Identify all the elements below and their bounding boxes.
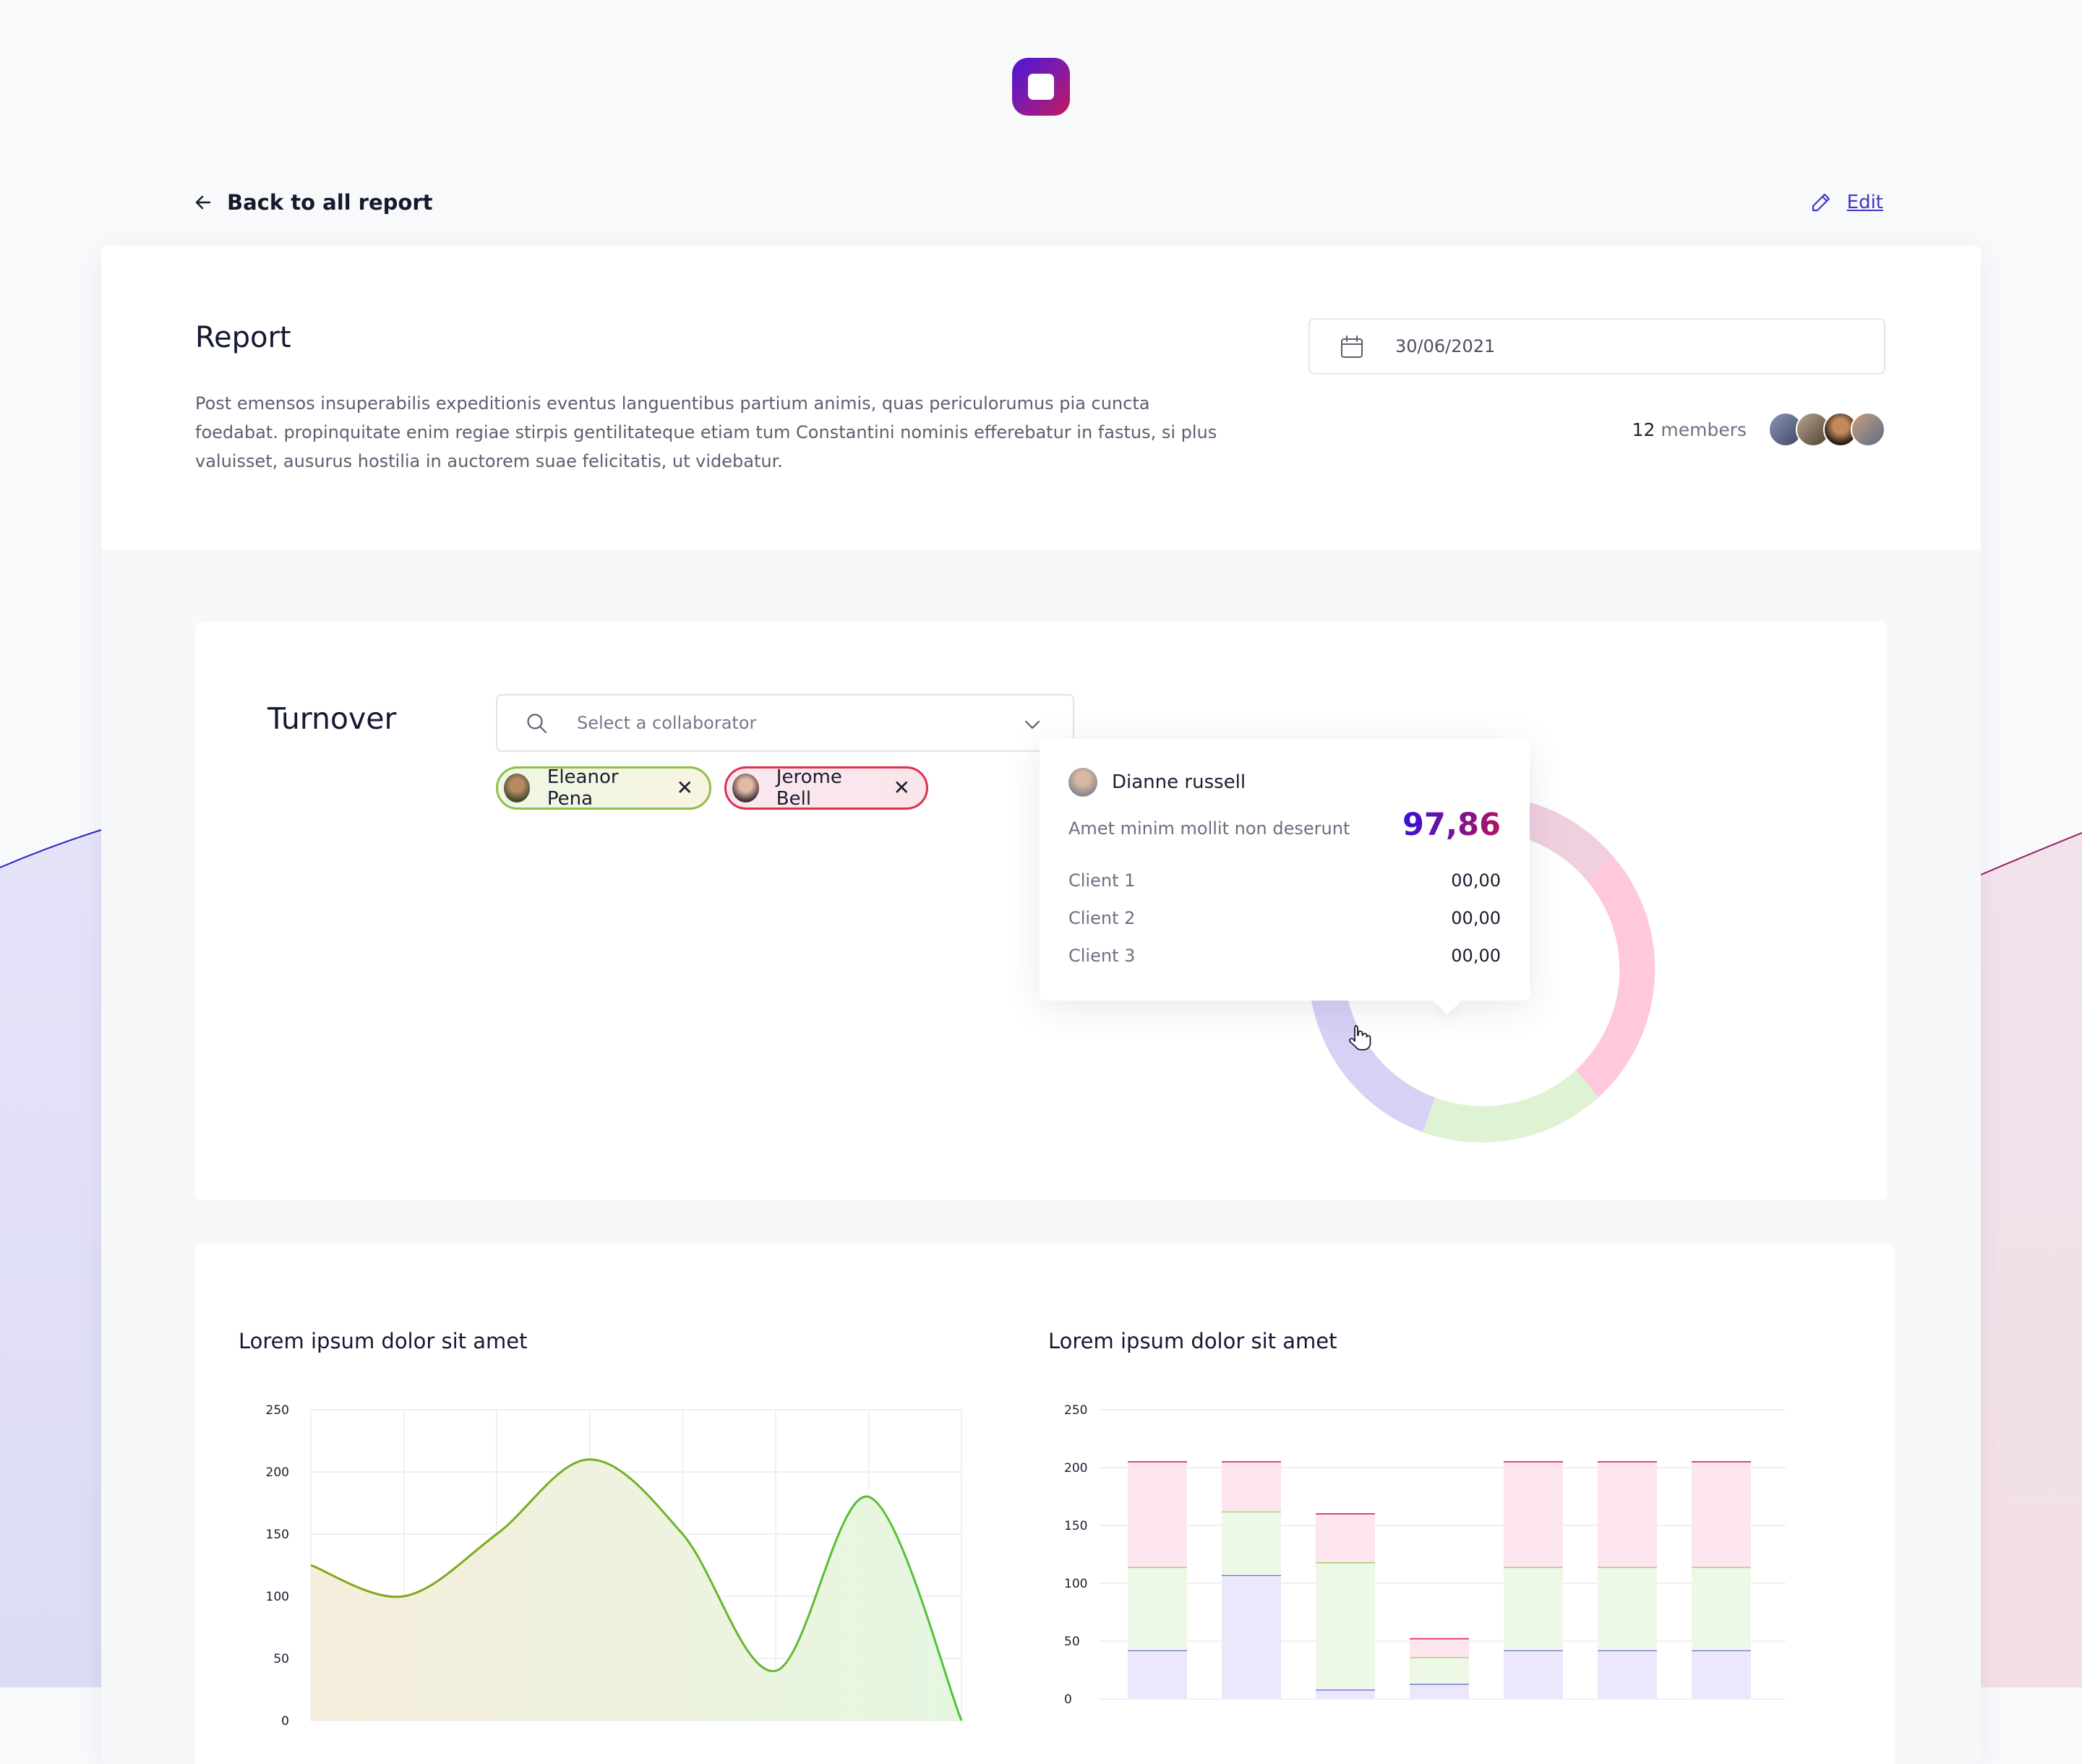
tooltip-value: 97,86 bbox=[1402, 807, 1501, 843]
report-description: Post emensos insuperabilis expeditionis … bbox=[195, 389, 1222, 476]
member-avatars[interactable] bbox=[1768, 412, 1885, 447]
donut-slice[interactable] bbox=[1576, 857, 1655, 1097]
tooltip-user: Dianne russell bbox=[1068, 768, 1246, 797]
bar-segment[interactable] bbox=[1598, 1462, 1657, 1567]
close-icon[interactable]: ✕ bbox=[894, 778, 910, 798]
bar-segment[interactable] bbox=[1410, 1639, 1469, 1658]
bar-segment[interactable] bbox=[1598, 1650, 1657, 1699]
arrow-left-icon bbox=[195, 194, 211, 210]
stacked-bar-chart[interactable]: 0 50 100 150 200 250 bbox=[1041, 1388, 1836, 1764]
bar-segment[interactable] bbox=[1504, 1567, 1563, 1650]
tooltip-row-label: Client 3 bbox=[1068, 946, 1135, 975]
calendar-icon bbox=[1339, 334, 1365, 360]
bar-segment[interactable] bbox=[1222, 1512, 1281, 1575]
chevron-down-icon bbox=[1022, 714, 1042, 735]
y-tick-label: 0 bbox=[1064, 1692, 1072, 1707]
bar-segment[interactable] bbox=[1504, 1650, 1563, 1699]
y-tick-label: 100 bbox=[1064, 1577, 1087, 1591]
bar-segment[interactable] bbox=[1222, 1575, 1281, 1699]
select-placeholder: Select a collaborator bbox=[577, 713, 756, 733]
y-tick-label: 250 bbox=[266, 1403, 289, 1418]
y-tick-label: 250 bbox=[1064, 1403, 1087, 1418]
tooltip-row: Client 1 00,00 bbox=[1068, 870, 1501, 899]
chip-name: Eleanor Pena bbox=[547, 766, 658, 810]
close-icon[interactable]: ✕ bbox=[677, 778, 693, 798]
avatar bbox=[732, 774, 759, 802]
collaborator-chip[interactable]: Jerome Bell ✕ bbox=[724, 766, 928, 810]
tooltip-row-value: 00,00 bbox=[1451, 946, 1501, 975]
members-summary[interactable]: 12 members bbox=[1632, 409, 1885, 450]
date-field[interactable]: 30/06/2021 bbox=[1308, 318, 1885, 374]
report-header: Report Post emensos insuperabilis expedi… bbox=[101, 246, 1981, 549]
tooltip-row: Client 3 00,00 bbox=[1068, 946, 1501, 975]
avatar bbox=[1068, 768, 1097, 797]
bar-segment[interactable] bbox=[1410, 1684, 1469, 1699]
back-to-reports-link[interactable]: Back to all report bbox=[195, 187, 433, 218]
y-tick-label: 200 bbox=[266, 1465, 289, 1480]
bar-segment[interactable] bbox=[1692, 1567, 1751, 1650]
avatar bbox=[504, 774, 530, 802]
bar-segment[interactable] bbox=[1128, 1650, 1187, 1699]
members-count: 12 bbox=[1632, 419, 1655, 440]
avatar[interactable] bbox=[1851, 412, 1885, 447]
members-label: members bbox=[1661, 419, 1747, 440]
bar-segment[interactable] bbox=[1128, 1462, 1187, 1567]
bar-segment[interactable] bbox=[1316, 1690, 1375, 1699]
donut-tooltip: Dianne russell Amet minim mollit non des… bbox=[1040, 739, 1530, 1001]
bar-segment[interactable] bbox=[1692, 1650, 1751, 1699]
report-card: Report Post emensos insuperabilis expedi… bbox=[101, 246, 1981, 1764]
y-tick-label: 50 bbox=[1064, 1635, 1080, 1649]
y-tick-label: 100 bbox=[266, 1590, 289, 1604]
y-tick-label: 0 bbox=[281, 1714, 289, 1729]
area-chart[interactable]: 0 50 100 150 200 250 bbox=[231, 1388, 976, 1764]
edit-link[interactable]: Edit bbox=[1809, 187, 1883, 218]
collaborator-chip[interactable]: Eleanor Pena ✕ bbox=[496, 766, 711, 810]
tooltip-row-label: Client 2 bbox=[1068, 908, 1135, 937]
y-tick-label: 150 bbox=[266, 1528, 289, 1542]
turnover-title: Turnover bbox=[267, 701, 396, 736]
tooltip-row: Client 2 00,00 bbox=[1068, 908, 1501, 937]
area-fill bbox=[311, 1460, 961, 1721]
bar-segment[interactable] bbox=[1316, 1514, 1375, 1562]
members-count-text: 12 members bbox=[1632, 419, 1747, 440]
tooltip-row-value: 00,00 bbox=[1451, 870, 1501, 899]
edit-label: Edit bbox=[1847, 192, 1883, 213]
charts-panel: Lorem ipsum dolor sit amet Lorem ipsum d… bbox=[195, 1243, 1894, 1764]
bar-segment[interactable] bbox=[1504, 1462, 1563, 1567]
date-value: 30/06/2021 bbox=[1395, 336, 1495, 356]
bar-segment[interactable] bbox=[1692, 1462, 1751, 1567]
app-logo[interactable] bbox=[1012, 58, 1070, 116]
chip-name: Jerome Bell bbox=[776, 766, 875, 810]
y-tick-label: 50 bbox=[273, 1652, 289, 1666]
tooltip-user-name: Dianne russell bbox=[1112, 771, 1246, 793]
y-tick-label: 200 bbox=[1064, 1461, 1087, 1476]
report-title: Report bbox=[195, 321, 291, 354]
bar-segment[interactable] bbox=[1128, 1567, 1187, 1650]
turnover-panel: Turnover Select a collaborator Eleanor P… bbox=[195, 622, 1887, 1200]
bar-segment[interactable] bbox=[1410, 1657, 1469, 1684]
bar-chart-title: Lorem ipsum dolor sit amet bbox=[1048, 1329, 1337, 1353]
collaborator-select[interactable]: Select a collaborator bbox=[496, 694, 1074, 752]
bar-segment[interactable] bbox=[1222, 1462, 1281, 1512]
search-icon bbox=[525, 711, 549, 736]
bar-segment[interactable] bbox=[1316, 1562, 1375, 1690]
tooltip-row-label: Client 1 bbox=[1068, 870, 1135, 899]
hand-cursor-icon bbox=[1348, 1024, 1372, 1051]
bar-segment[interactable] bbox=[1598, 1567, 1657, 1650]
pencil-icon bbox=[1809, 191, 1833, 214]
tooltip-row-value: 00,00 bbox=[1451, 908, 1501, 937]
y-tick-label: 150 bbox=[1064, 1519, 1087, 1533]
back-label: Back to all report bbox=[227, 190, 433, 215]
tooltip-subtitle: Amet minim mollit non deserunt bbox=[1068, 818, 1350, 839]
donut-slice[interactable] bbox=[1423, 1070, 1598, 1142]
area-chart-title: Lorem ipsum dolor sit amet bbox=[239, 1329, 528, 1353]
